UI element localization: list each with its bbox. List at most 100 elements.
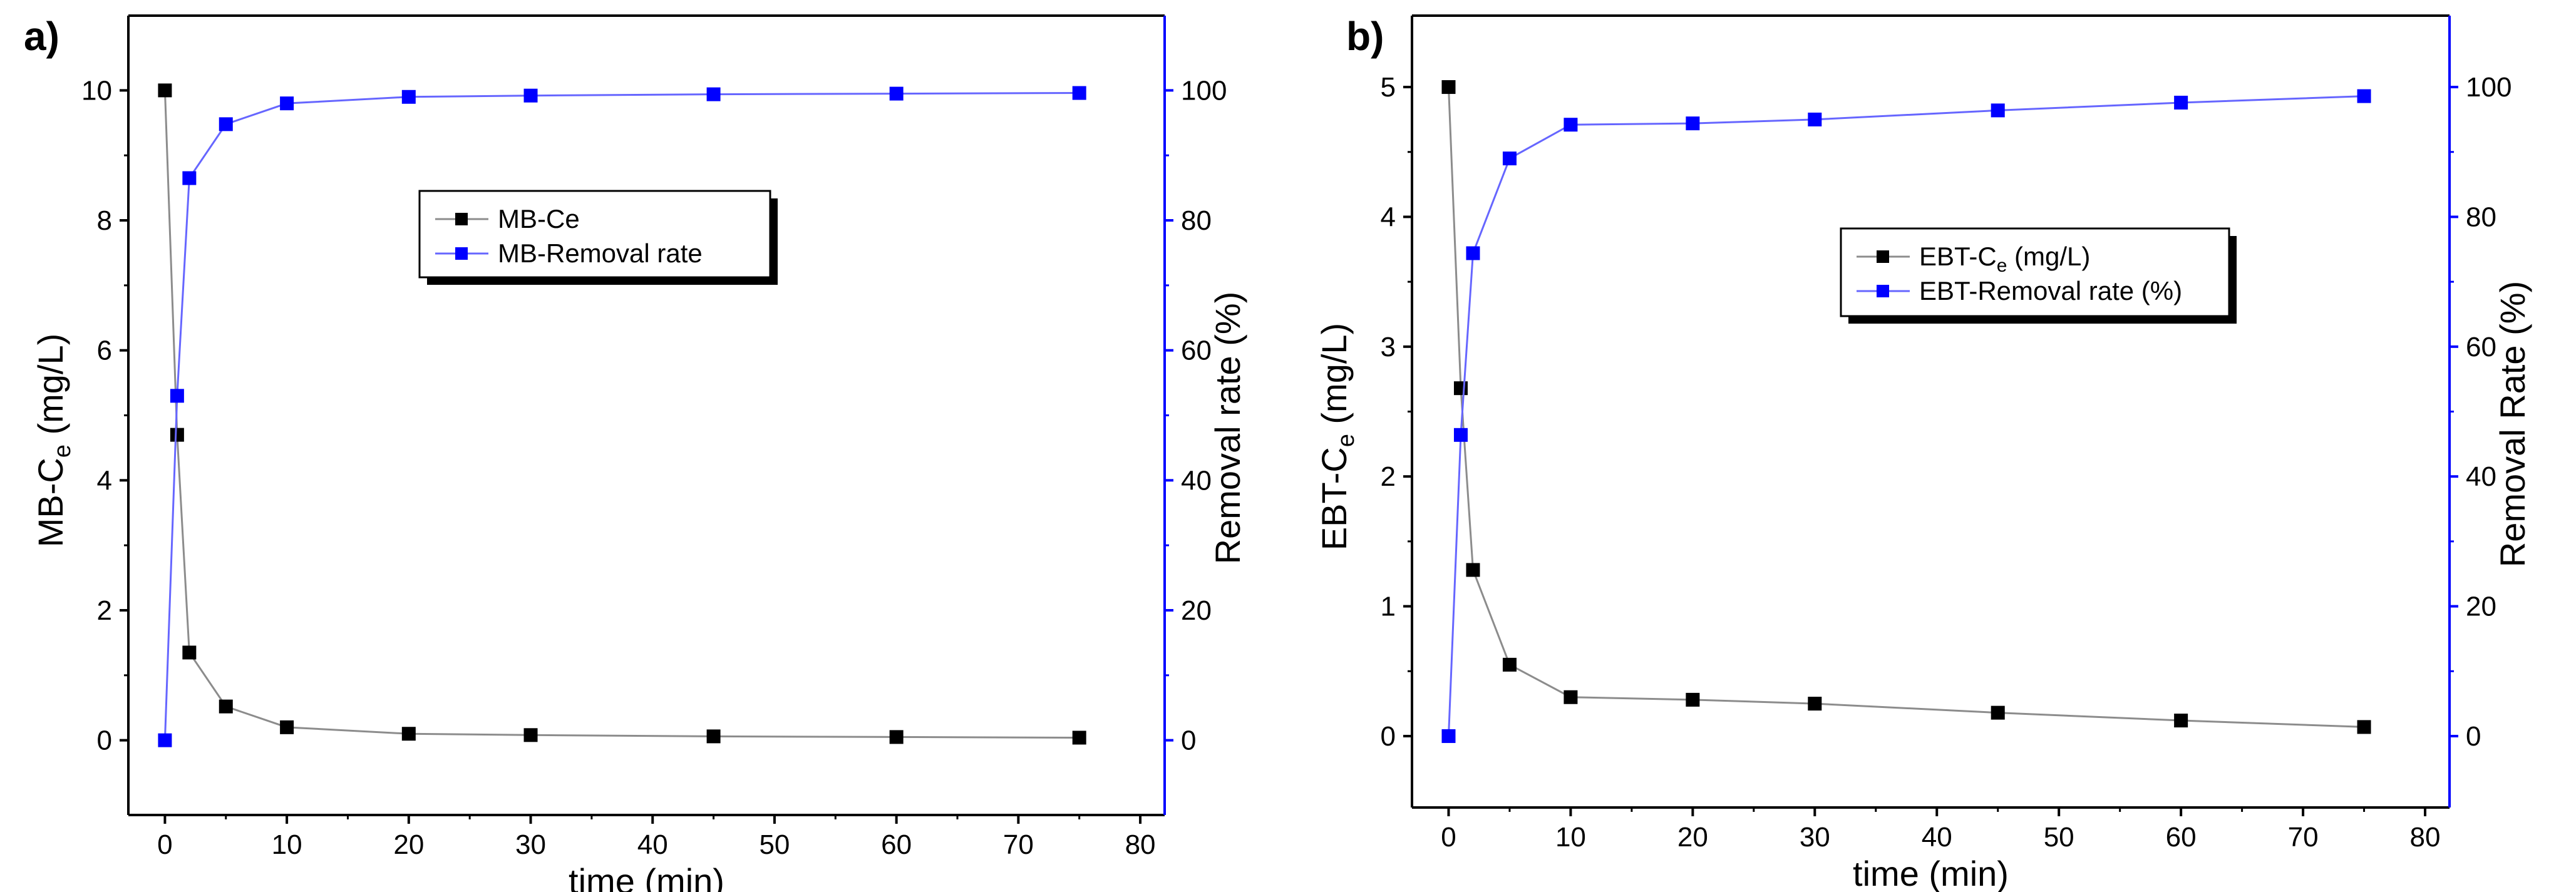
data-point-removal-rate bbox=[1453, 428, 1468, 442]
data-point-concentration bbox=[2357, 720, 2371, 734]
data-point-removal-rate bbox=[706, 87, 721, 101]
x-tick-label: 10 bbox=[1555, 822, 1586, 853]
y2-tick-label: 100 bbox=[2466, 72, 2512, 103]
legend-label: EBT-Ce (mg/L) bbox=[1919, 242, 2090, 276]
x-axis-title: time (min) bbox=[1853, 854, 2009, 892]
legend-label-main: EBT-C bbox=[1919, 242, 1997, 271]
y2-tick-label: 60 bbox=[2466, 332, 2496, 362]
y-tick-label: 2 bbox=[97, 595, 112, 626]
panel-label: a) bbox=[24, 14, 59, 59]
y-axis-title: MB-Ce (mg/L) bbox=[31, 334, 76, 548]
data-point-removal-rate bbox=[1808, 112, 1822, 126]
data-point-concentration bbox=[1453, 381, 1468, 396]
legend-marker bbox=[1877, 250, 1889, 263]
data-point-concentration bbox=[1466, 563, 1480, 577]
data-point-removal-rate bbox=[889, 86, 904, 101]
y-tick-label: 0 bbox=[97, 725, 112, 756]
x-tick-label: 80 bbox=[2410, 822, 2441, 853]
data-point-removal-rate bbox=[1564, 118, 1578, 132]
y-axis-title-unit: (mg/L) bbox=[31, 334, 70, 444]
data-point-removal-rate bbox=[523, 88, 538, 103]
x-tick-label: 70 bbox=[2288, 822, 2319, 853]
y-axis-title-main: EBT-C bbox=[1314, 447, 1354, 550]
panel-b-chart: 0 10 20 30 40 50 60 70 80012345020406080100time … bbox=[1314, 14, 2532, 892]
x-tick-label: 10 bbox=[272, 829, 302, 860]
x-tick-label: 30 bbox=[1800, 822, 1830, 853]
y-tick-label: 5 bbox=[1381, 72, 1396, 103]
y-tick-label: 8 bbox=[97, 205, 112, 236]
data-point-removal-rate bbox=[170, 389, 184, 403]
y-tick-label: 4 bbox=[97, 465, 112, 496]
y-tick-label: 6 bbox=[97, 336, 112, 366]
y2-tick-label: 80 bbox=[1181, 205, 1212, 236]
legend-label: MB-Ce bbox=[498, 204, 580, 233]
y-tick-label: 0 bbox=[1381, 721, 1396, 752]
data-point-concentration bbox=[1441, 80, 1456, 95]
data-point-concentration bbox=[280, 720, 294, 734]
legend-marker bbox=[455, 247, 468, 260]
y2-tick-label: 40 bbox=[1181, 465, 1212, 496]
x-tick-label: 30 bbox=[515, 829, 546, 860]
data-point-concentration bbox=[706, 729, 721, 744]
legend-marker bbox=[1877, 285, 1889, 297]
data-point-removal-rate bbox=[1072, 86, 1086, 100]
x-tick-label: 50 bbox=[759, 829, 790, 860]
y-axis-title: EBT-Ce (mg/L) bbox=[1314, 323, 1359, 550]
data-point-removal-rate bbox=[1502, 151, 1517, 166]
data-point-concentration bbox=[523, 728, 538, 742]
x-tick-label: 40 bbox=[1922, 822, 1952, 853]
x-tick-label: 40 bbox=[637, 829, 668, 860]
legend-box bbox=[418, 190, 771, 279]
legend-label: MB-Removal rate bbox=[498, 238, 703, 268]
data-point-removal-rate bbox=[1686, 116, 1700, 131]
legend-label-subscript: e bbox=[1997, 255, 2007, 276]
y2-tick-label: 20 bbox=[1181, 595, 1212, 626]
series-line-concentration bbox=[163, 90, 1079, 739]
data-point-concentration bbox=[1686, 692, 1700, 707]
data-point-removal-rate bbox=[158, 733, 172, 747]
legend-label-main: EBT-Removal rate (%) bbox=[1919, 276, 2182, 305]
data-point-concentration bbox=[219, 699, 233, 714]
y2-tick-label: 80 bbox=[2466, 202, 2496, 232]
y2-axis-title: Removal rate (%) bbox=[1208, 292, 1247, 565]
data-point-concentration bbox=[2174, 714, 2188, 728]
x-tick-label: 0 bbox=[1441, 822, 1456, 853]
series-line-concentration bbox=[1447, 86, 2364, 728]
x-tick-label: 20 bbox=[393, 829, 424, 860]
y-tick-label: 4 bbox=[1381, 202, 1396, 232]
y2-tick-label: 60 bbox=[1181, 336, 1212, 366]
legend-marker bbox=[455, 213, 468, 225]
x-tick-label: 70 bbox=[1003, 829, 1034, 860]
series-line-removal-rate bbox=[163, 92, 1079, 741]
data-point-concentration bbox=[1072, 731, 1086, 745]
data-point-concentration bbox=[1502, 657, 1517, 672]
x-tick-label: 20 bbox=[1677, 822, 1708, 853]
data-point-removal-rate bbox=[2357, 89, 2371, 103]
y-tick-label: 10 bbox=[81, 75, 112, 106]
data-point-removal-rate bbox=[401, 90, 416, 104]
legend-label-main: MB-Removal rate bbox=[498, 238, 703, 268]
legend-box bbox=[1840, 227, 2230, 317]
y-axis-title-unit: (mg/L) bbox=[1314, 323, 1354, 434]
data-point-concentration bbox=[1564, 690, 1578, 704]
data-point-removal-rate bbox=[219, 117, 233, 131]
data-point-removal-rate bbox=[2174, 95, 2188, 110]
legend-label-main: MB-Ce bbox=[498, 204, 580, 233]
data-point-concentration bbox=[182, 645, 197, 660]
data-point-removal-rate bbox=[1441, 729, 1456, 743]
x-tick-label: 60 bbox=[2166, 822, 2197, 853]
x-axis-title: time (min) bbox=[569, 861, 724, 892]
data-point-removal-rate bbox=[1466, 246, 1480, 260]
panel-label: b) bbox=[1346, 14, 1384, 59]
data-point-concentration bbox=[1808, 697, 1822, 711]
legend-label-unit: (mg/L) bbox=[2007, 242, 2090, 271]
panel-a-chart: 0 10 20 30 40 50 60 70 800246810020406080100time… bbox=[24, 14, 1247, 892]
data-point-removal-rate bbox=[280, 96, 294, 111]
y-tick-label: 3 bbox=[1381, 332, 1396, 362]
data-point-concentration bbox=[158, 83, 172, 98]
y2-tick-label: 40 bbox=[2466, 461, 2496, 492]
data-point-concentration bbox=[170, 428, 184, 442]
y2-tick-label: 20 bbox=[2466, 592, 2496, 622]
y-tick-label: 1 bbox=[1381, 592, 1396, 622]
